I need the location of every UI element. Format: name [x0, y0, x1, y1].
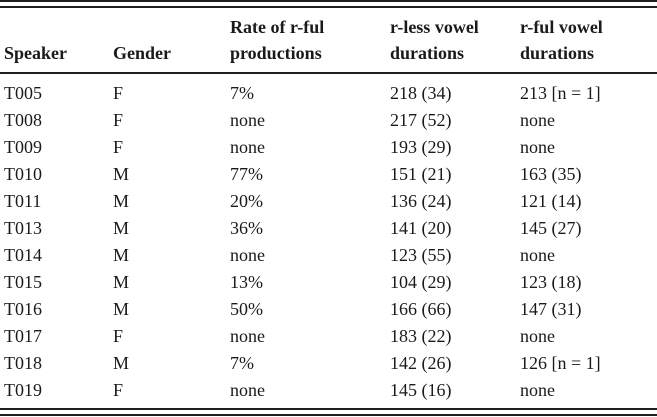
table-cell: 142 (26) — [390, 353, 452, 373]
table-cell: M — [113, 353, 130, 373]
table-cell: M — [113, 218, 130, 238]
table-top-double-rule — [0, 0, 657, 8]
table-cell: T009 — [4, 137, 42, 157]
table-cell: T011 — [4, 191, 42, 211]
table-row: T010 M 77% 151 (21) 163 (35) — [0, 161, 657, 188]
table-cell: F — [113, 83, 124, 103]
table-cell: 136 (24) — [390, 191, 452, 211]
table-cell: 123 (18) — [520, 272, 582, 292]
table-cell: none — [230, 326, 265, 346]
table-cell: 13% — [230, 272, 263, 292]
table-header-row: Speaker Gender Rate of r-ful productions… — [0, 8, 657, 74]
table-cell: none — [230, 245, 265, 265]
table-bottom-double-rule — [0, 408, 657, 416]
table-cell: none — [230, 110, 265, 130]
table-cell: T018 — [4, 353, 42, 373]
table-cell: T017 — [4, 326, 42, 346]
table-cell: T015 — [4, 272, 42, 292]
column-header-r-less-vowel-durations: r-less vowel durations — [390, 8, 520, 74]
table-cell: T016 — [4, 299, 42, 319]
table-row: T005 F 7% 218 (34) 213 [n = 1] — [0, 73, 657, 107]
table-cell: T010 — [4, 164, 42, 184]
table-cell: 20% — [230, 191, 263, 211]
table-cell: M — [113, 191, 130, 211]
table-cell: M — [113, 299, 130, 319]
column-header-rate-of-r-ful-productions: Rate of r-ful productions — [230, 8, 390, 74]
table-row: T018 M 7% 142 (26) 126 [n = 1] — [0, 350, 657, 377]
speaker-data-table: Speaker Gender Rate of r-ful productions… — [0, 8, 657, 404]
table-cell: none — [230, 137, 265, 157]
table-cell: T019 — [4, 380, 42, 400]
table-cell: 123 (55) — [390, 245, 452, 265]
table-cell: 163 (35) — [520, 164, 582, 184]
table-cell: M — [113, 245, 130, 265]
table-row: T016 M 50% 166 (66) 147 (31) — [0, 296, 657, 323]
table-cell: 50% — [230, 299, 263, 319]
table-cell: 126 [n = 1] — [520, 353, 601, 373]
table-cell: T014 — [4, 245, 42, 265]
table-cell: 141 (20) — [390, 218, 452, 238]
table-cell: none — [520, 110, 555, 130]
table-cell: M — [113, 272, 130, 292]
table-cell: none — [520, 137, 555, 157]
table-cell: none — [230, 380, 265, 400]
column-header-r-ful-vowel-durations: r-ful vowel durations — [520, 8, 657, 74]
table-cell: T008 — [4, 110, 42, 130]
table-cell: 218 (34) — [390, 83, 452, 103]
table-cell: 147 (31) — [520, 299, 582, 319]
table-cell: 151 (21) — [390, 164, 452, 184]
table-cell: 104 (29) — [390, 272, 452, 292]
table-cell: T013 — [4, 218, 42, 238]
table-cell: 77% — [230, 164, 263, 184]
table-cell: 36% — [230, 218, 263, 238]
table-cell: 121 (14) — [520, 191, 582, 211]
table-cell: 193 (29) — [390, 137, 452, 157]
table-cell: 213 [n = 1] — [520, 83, 601, 103]
table-cell: F — [113, 380, 124, 400]
table-cell: 145 (16) — [390, 380, 452, 400]
table-cell: F — [113, 137, 124, 157]
table-cell: 145 (27) — [520, 218, 582, 238]
table-cell: 183 (22) — [390, 326, 452, 346]
table-cell: F — [113, 110, 124, 130]
table-cell: 166 (66) — [390, 299, 452, 319]
table-cell: none — [520, 245, 555, 265]
table-cell: 7% — [230, 83, 254, 103]
table-row: T011 M 20% 136 (24) 121 (14) — [0, 188, 657, 215]
table-cell: 217 (52) — [390, 110, 452, 130]
column-header-speaker: Speaker — [0, 8, 113, 74]
table-cell: F — [113, 326, 124, 346]
column-header-gender: Gender — [113, 8, 230, 74]
table-row: T015 M 13% 104 (29) 123 (18) — [0, 269, 657, 296]
table-cell: none — [520, 380, 555, 400]
table-cell: none — [520, 326, 555, 346]
table-row: T013 M 36% 141 (20) 145 (27) — [0, 215, 657, 242]
table-cell: M — [113, 164, 130, 184]
table-header: Speaker Gender Rate of r-ful productions… — [0, 8, 657, 74]
table-cell: 7% — [230, 353, 254, 373]
table-cell: T005 — [4, 83, 42, 103]
